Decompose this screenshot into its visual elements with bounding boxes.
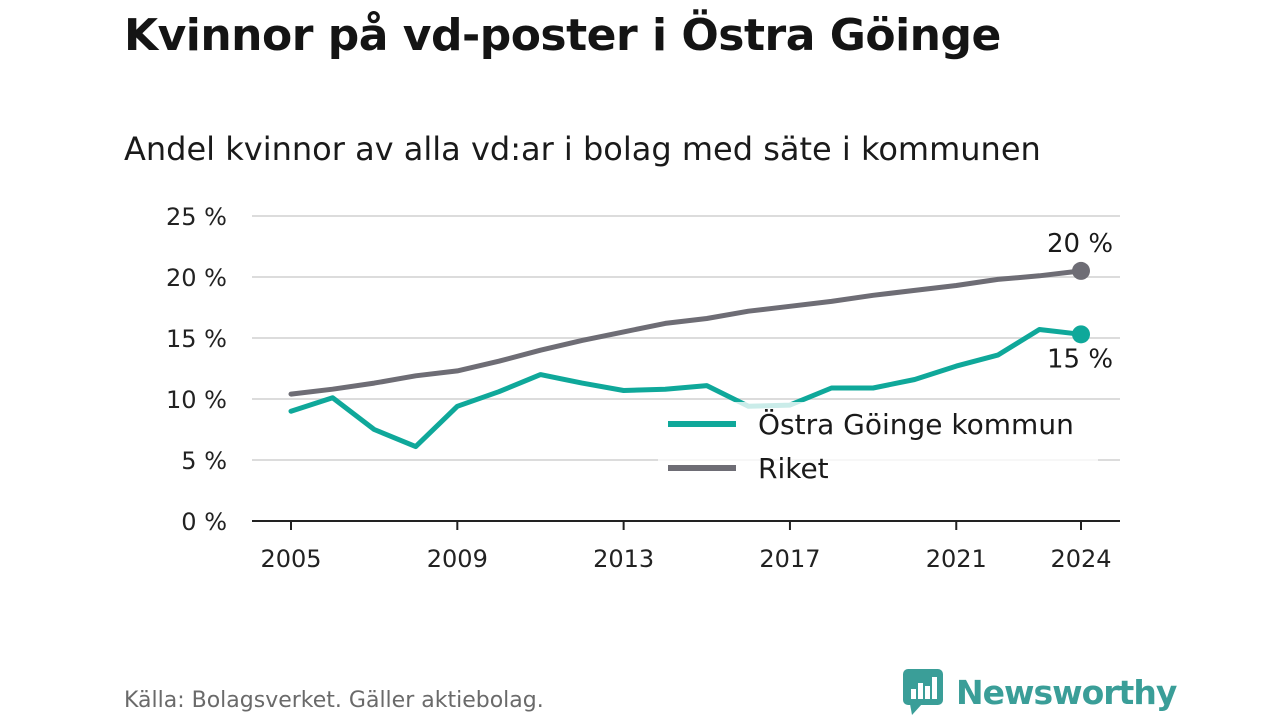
chart-title: Kvinnor på vd-poster i Östra Göinge <box>124 10 1001 61</box>
end-point-marker <box>1072 261 1090 280</box>
newsworthy-logo-icon <box>903 669 943 715</box>
x-axis: 2005 2009 2013 2017 2021 2024 <box>252 520 1120 573</box>
x-tick-label: 2021 <box>926 545 987 573</box>
brand-name: Newsworthy <box>956 672 1177 712</box>
y-axis: 0 % 5 % 10 % 15 % 20 % 25 % <box>166 203 227 536</box>
end-value-label: 20 % <box>1047 229 1113 259</box>
series-lines <box>288 268 1084 450</box>
series-line-riket <box>288 268 1084 397</box>
legend-label: Östra Göinge kommun <box>758 407 1074 441</box>
x-tick-label: 2005 <box>260 545 321 573</box>
y-tick-label: 20 % <box>166 264 227 292</box>
legend: Östra Göinge kommun Riket <box>668 407 1074 485</box>
legend-label: Riket <box>758 452 829 485</box>
source-note: Källa: Bolagsverket. Gäller aktiebolag. <box>124 688 544 713</box>
legend-backdrop <box>658 402 1098 492</box>
y-tick-label: 10 % <box>166 386 227 414</box>
end-point-marker <box>1072 325 1090 344</box>
chart-subtitle: Andel kvinnor av alla vd:ar i bolag med … <box>124 130 1041 168</box>
x-tick-label: 2009 <box>427 545 488 573</box>
y-tick-label: 5 % <box>181 447 227 475</box>
x-tick-label: 2024 <box>1050 545 1111 573</box>
y-tick-label: 25 % <box>166 203 227 231</box>
series-line-ostra-goinge <box>288 327 1084 450</box>
x-tick-label: 2013 <box>593 545 654 573</box>
end-value-label: 15 % <box>1047 344 1113 374</box>
end-markers: 15 % 20 % <box>1047 229 1113 374</box>
brand: Newsworthy <box>902 668 1177 716</box>
y-tick-label: 15 % <box>166 325 227 353</box>
x-tick-label: 2017 <box>759 545 820 573</box>
y-tick-label: 0 % <box>181 508 227 536</box>
